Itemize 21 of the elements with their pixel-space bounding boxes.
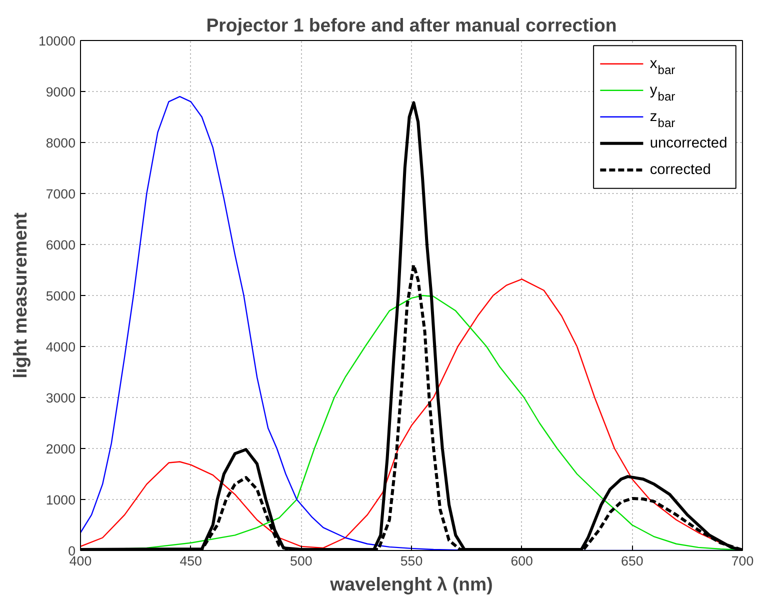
y-tick-label: 6000 <box>46 238 76 252</box>
chart-title: Projector 1 before and after manual correction <box>206 14 617 36</box>
x-tick-label: 450 <box>180 554 202 568</box>
y-tick-label: 4000 <box>46 340 76 354</box>
legend-label: corrected <box>650 162 711 178</box>
y-axis-title: light measurement <box>9 212 30 378</box>
y-tick-label: 2000 <box>46 442 76 456</box>
y-tick-label: 5000 <box>46 288 76 304</box>
y-tick-label: 10000 <box>38 34 76 48</box>
y-tick-label: 7000 <box>46 186 76 202</box>
y-tick-label: 1000 <box>46 492 76 508</box>
x-tick-label: 700 <box>731 554 754 568</box>
x-axis-title: wavelenght λ (nm) <box>329 574 493 594</box>
x-tick-label: 500 <box>290 554 312 568</box>
y-tick-label: 8000 <box>46 136 76 150</box>
x-tick-label: 550 <box>400 554 423 568</box>
x-tick-label: 650 <box>621 554 644 568</box>
y-tick-label: 9000 <box>46 84 76 100</box>
y-tick-label: 3000 <box>46 390 76 406</box>
x-tick-label: 600 <box>510 554 533 568</box>
legend-label: uncorrected <box>650 135 728 152</box>
